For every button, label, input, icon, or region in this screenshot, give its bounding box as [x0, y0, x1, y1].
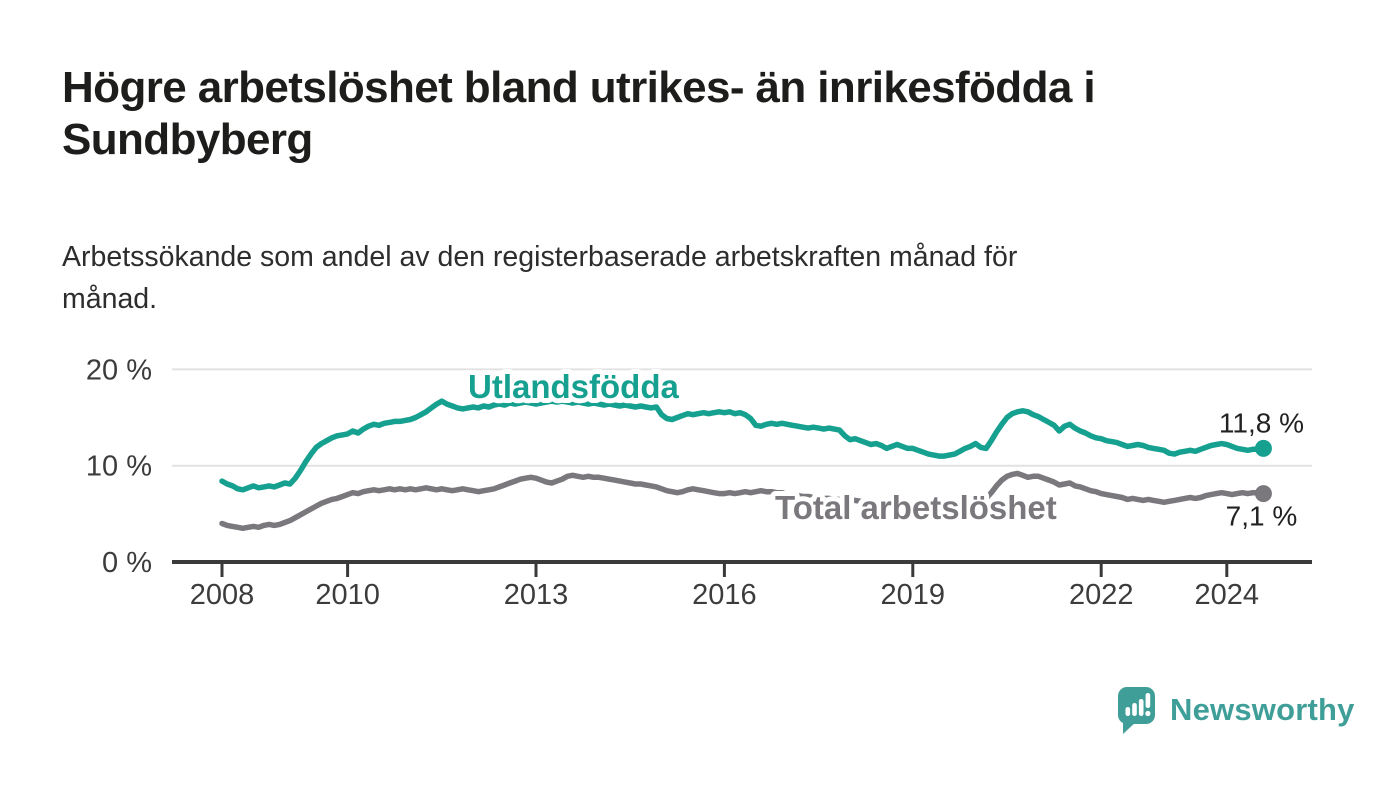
newsworthy-logo-icon — [1118, 687, 1155, 734]
series-label-total: Total arbetslöshet — [775, 489, 1057, 526]
newsworthy-branding: Newsworthy — [1116, 684, 1355, 736]
svg-text:2010: 2010 — [315, 579, 380, 611]
svg-text:2016: 2016 — [692, 579, 757, 611]
svg-text:2008: 2008 — [190, 579, 255, 611]
series-lines — [219, 398, 1272, 532]
y-axis-labels: 0 % 10 % 20 % — [86, 354, 152, 579]
series-labels: Utlandsfödda 11,8 % Total arbetslöshet 7,1 … — [463, 363, 1307, 535]
svg-text:2019: 2019 — [881, 579, 946, 611]
series-label-utlandsfodda: Utlandsfödda — [468, 368, 679, 405]
svg-text:7,1 %: 7,1 % — [1226, 501, 1298, 532]
subtitle-line-1: Arbetssökande som andel av den registerb… — [62, 241, 1018, 273]
brand-name: Newsworthy — [1170, 692, 1355, 727]
title-line-2: Sundbyberg — [62, 115, 313, 164]
svg-text:2013: 2013 — [504, 579, 569, 611]
svg-text:11,8 %: 11,8 % — [1219, 407, 1304, 438]
subtitle-line-2: månad. — [62, 283, 158, 315]
svg-text:10 %: 10 % — [86, 451, 152, 483]
page-title: Högre arbetslöshet bland utrikes- än inr… — [62, 62, 1096, 166]
svg-text:2022: 2022 — [1069, 579, 1134, 611]
svg-text:2024: 2024 — [1195, 579, 1260, 611]
svg-text:20 %: 20 % — [86, 354, 152, 386]
svg-text:0 %: 0 % — [102, 547, 152, 579]
gridlines — [172, 368, 1312, 467]
chart-subtitle: Arbetssökande som andel av den registerb… — [62, 236, 1017, 320]
x-axis — [172, 560, 1312, 577]
title-line-1: Högre arbetslöshet bland utrikes- än inr… — [62, 63, 1096, 112]
x-axis-labels: 2008 2010 2013 2016 2019 2022 2024 — [190, 579, 1259, 611]
